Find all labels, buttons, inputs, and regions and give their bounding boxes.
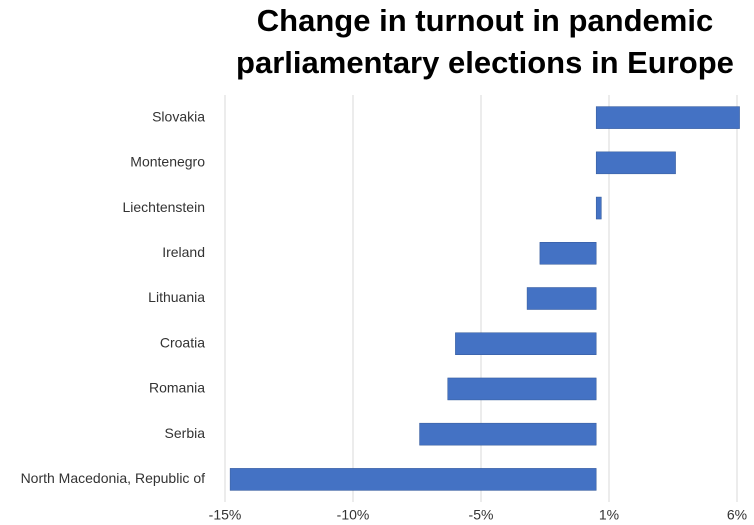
y-tick-label: Ireland xyxy=(162,244,205,260)
y-tick-label: Lithuania xyxy=(148,289,205,305)
bar xyxy=(455,332,597,355)
bar xyxy=(419,422,597,446)
y-tick-label: Croatia xyxy=(160,334,205,350)
bar xyxy=(595,106,740,129)
y-tick-label: Romania xyxy=(149,380,205,396)
y-tick-label: Liechtenstein xyxy=(122,199,205,215)
y-tick-label: North Macedonia, Republic of xyxy=(21,470,206,486)
y-tick-label: Serbia xyxy=(165,425,206,441)
bar xyxy=(526,287,597,310)
chart-title: Change in turnout in pandemic parliament… xyxy=(236,3,734,80)
y-tick-label: Slovakia xyxy=(152,108,205,124)
y-tick-label: Montenegro xyxy=(130,154,205,170)
x-tick-label: 6% xyxy=(727,507,747,523)
bar xyxy=(595,196,602,220)
x-tick-label: -15% xyxy=(209,507,242,523)
bar xyxy=(539,242,597,265)
bar xyxy=(229,468,597,491)
x-tick-label: -5% xyxy=(469,507,494,523)
x-tick-label: -10% xyxy=(337,507,370,523)
bar xyxy=(447,377,597,401)
x-tick-label: 1% xyxy=(599,507,619,523)
bar xyxy=(595,151,676,175)
